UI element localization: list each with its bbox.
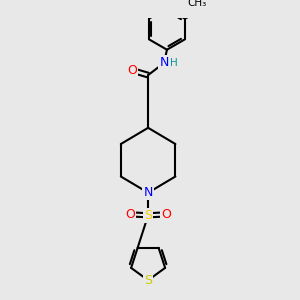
Text: H: H	[170, 58, 177, 68]
Text: O: O	[125, 208, 135, 221]
Text: S: S	[144, 274, 152, 287]
Text: N: N	[143, 186, 153, 199]
Text: CH₃: CH₃	[187, 0, 207, 8]
Text: S: S	[144, 209, 152, 222]
Text: O: O	[127, 64, 137, 77]
Text: N: N	[159, 56, 169, 69]
Text: O: O	[161, 208, 171, 221]
